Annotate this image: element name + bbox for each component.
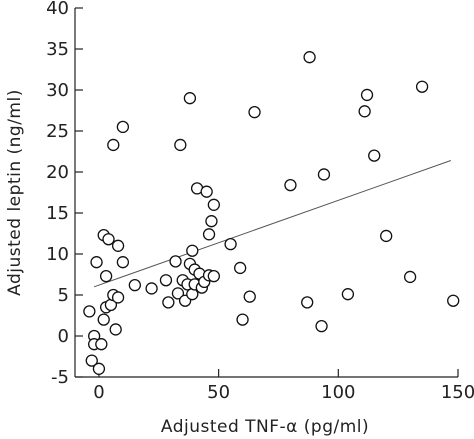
data-point xyxy=(360,88,374,102)
data-point xyxy=(111,239,125,252)
data-point xyxy=(174,138,187,152)
data-point xyxy=(171,287,185,300)
data-point xyxy=(205,215,218,228)
data-point xyxy=(183,92,197,105)
y-tick-label: 0 xyxy=(58,326,69,347)
y-axis-label: Adjusted leptin (ng/ml) xyxy=(5,89,25,296)
data-point xyxy=(202,228,216,241)
y-tick-label: 30 xyxy=(46,80,69,101)
tick-labels: -5 0 5 10 15 20 25 30 35 40 0 50 100 150 xyxy=(46,0,474,403)
data-point xyxy=(186,244,199,257)
x-axis-label: Adjusted TNF-α (pg/ml) xyxy=(161,417,369,437)
trend-line xyxy=(93,160,451,288)
data-point xyxy=(85,354,98,367)
data-point xyxy=(207,198,220,211)
y-tick-label: 20 xyxy=(46,162,69,183)
axes xyxy=(74,7,459,378)
data-point xyxy=(92,362,106,375)
y-tick-label: -5 xyxy=(51,367,69,388)
data-point xyxy=(109,323,122,336)
y-tick-label: 15 xyxy=(46,203,69,224)
data-point xyxy=(415,80,429,93)
data-point xyxy=(102,233,115,246)
data-point xyxy=(243,290,256,303)
data-point xyxy=(207,269,220,283)
data-point xyxy=(284,178,297,192)
data-point xyxy=(248,105,261,119)
data-point xyxy=(186,288,199,301)
data-point xyxy=(368,149,381,162)
y-tick-label: 5 xyxy=(58,285,69,306)
data-point xyxy=(169,255,182,268)
data-point xyxy=(303,51,316,64)
data-point xyxy=(224,238,237,251)
data-point xyxy=(97,313,110,326)
data-point xyxy=(162,296,175,309)
data-point xyxy=(99,269,113,283)
x-tick-label: 50 xyxy=(207,382,230,403)
data-point xyxy=(145,282,158,295)
data-point xyxy=(107,138,120,152)
data-point xyxy=(116,120,130,134)
data-point xyxy=(116,256,130,269)
y-tick-label: 25 xyxy=(46,121,69,142)
data-point xyxy=(236,313,249,326)
data-point xyxy=(358,105,371,118)
y-tick-label: 10 xyxy=(46,244,69,265)
data-point xyxy=(128,279,141,292)
data-point xyxy=(315,320,328,333)
data-point xyxy=(317,168,331,181)
data-point xyxy=(447,294,460,307)
data-point xyxy=(403,270,417,284)
y-tick-label: 35 xyxy=(46,39,69,60)
data-points xyxy=(83,51,460,375)
data-point xyxy=(301,296,314,309)
data-point xyxy=(111,291,125,304)
x-tick-label: 150 xyxy=(441,382,474,403)
y-tick-label: 40 xyxy=(46,0,69,19)
data-point xyxy=(90,256,103,269)
data-point xyxy=(234,261,247,275)
x-tick-label: 0 xyxy=(93,382,104,403)
data-point xyxy=(341,288,355,301)
data-point xyxy=(380,229,393,243)
data-point xyxy=(159,274,173,287)
data-point xyxy=(95,338,108,351)
data-point xyxy=(200,185,213,198)
x-tick-label: 100 xyxy=(321,382,355,403)
data-point xyxy=(83,305,96,318)
